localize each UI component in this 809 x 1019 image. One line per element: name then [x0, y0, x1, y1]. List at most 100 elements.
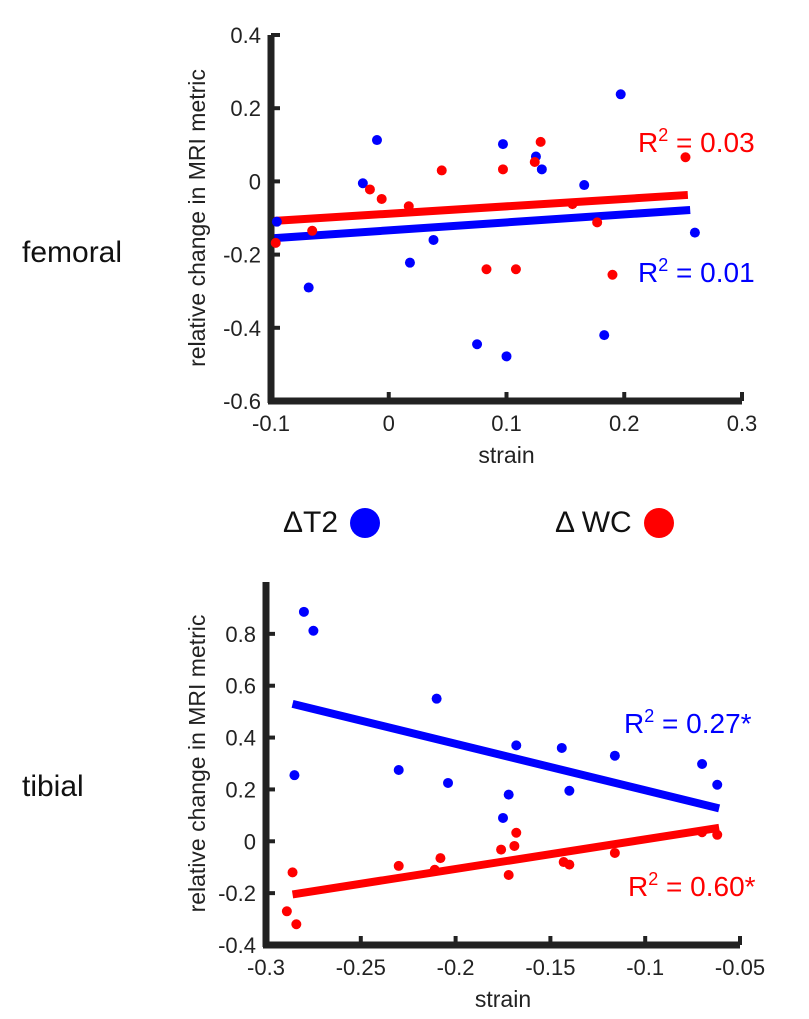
tibial-point-0 — [511, 740, 522, 751]
femoral-point-1 — [436, 165, 447, 176]
tibial-point-0 — [289, 770, 300, 781]
femoral-point-0 — [472, 339, 483, 350]
femoral-point-1 — [592, 217, 603, 228]
tibial-point-1 — [435, 853, 446, 864]
femoral-x-axis-label: strain — [478, 442, 534, 468]
femoral-point-1 — [403, 201, 414, 212]
femoral-point-0 — [615, 89, 626, 100]
tibial-point-0 — [609, 750, 620, 761]
femoral-point-1 — [567, 199, 578, 210]
tibial-y-tick-label: 0.8 — [225, 622, 256, 647]
femoral-point-1 — [529, 157, 540, 168]
femoral-point-0 — [501, 351, 512, 362]
femoral-y-tick-label: -0.2 — [223, 243, 261, 268]
tibial-y-tick-label: 0.4 — [225, 726, 256, 751]
tibial-point-1 — [509, 840, 520, 851]
tibial-point-0 — [503, 789, 514, 800]
femoral-point-0 — [271, 216, 282, 227]
femoral-point-1 — [481, 264, 492, 275]
femoral-y-tick-label: -0.6 — [223, 389, 261, 414]
tibial-point-0 — [298, 606, 309, 617]
tibial-point-0 — [443, 777, 454, 788]
tibial-x-tick-label: -0.1 — [626, 955, 664, 980]
tibial-fit-line-0 — [291, 699, 721, 813]
femoral-point-0 — [536, 164, 547, 175]
tibial-point-1 — [496, 844, 507, 855]
femoral-r2-annotation-1: R2 = 0.03 — [638, 125, 755, 158]
tibial-x-tick-label: -0.2 — [437, 955, 475, 980]
tibial-r2-annotation-1: R2 = 0.60* — [628, 869, 756, 902]
legend-t2-label: ΔT2 — [283, 506, 339, 539]
tibial-point-1 — [281, 906, 292, 917]
femoral-point-0 — [599, 330, 610, 341]
tibial-point-1 — [503, 869, 514, 880]
femoral-chart: -0.6 -0.4 -0.2 0 0.2 0.4 -0.1 0 0.1 0.2 0.3 strain r… — [184, 23, 757, 468]
tibial-y-axis-label: relative change in MRI metric — [184, 615, 210, 913]
legend-t2: ΔT2 — [283, 506, 381, 540]
femoral-y-axis-label: relative change in MRI metric — [184, 69, 210, 367]
femoral-point-0 — [428, 234, 439, 245]
tibial-point-1 — [511, 827, 522, 838]
femoral-y-tick-label: -0.4 — [223, 316, 261, 341]
tibial-x-tick-label: -0.15 — [525, 955, 575, 980]
femoral-point-1 — [535, 136, 546, 147]
tibial-point-1 — [564, 859, 575, 870]
tibial-x-tick-label: -0.05 — [715, 955, 765, 980]
tibial-y-tick-label: -0.4 — [218, 933, 256, 958]
legend-wc-marker — [643, 508, 674, 538]
legend-wc: Δ WC — [555, 506, 674, 540]
femoral-point-1 — [510, 264, 521, 275]
femoral-point-0 — [497, 139, 508, 150]
femoral-point-1 — [607, 269, 618, 280]
tibial-point-0 — [556, 742, 567, 753]
femoral-x-tick-label: 0.1 — [491, 411, 522, 436]
femoral-point-0 — [579, 180, 590, 191]
femoral-point-0 — [404, 257, 415, 268]
femoral-point-0 — [371, 135, 382, 146]
tibial-point-0 — [308, 625, 319, 636]
femoral-point-0 — [357, 178, 368, 189]
femoral-x-tick-label: 0.2 — [609, 411, 640, 436]
tibial-r2-annotation-0: R2 = 0.27* — [624, 706, 752, 739]
tibial-point-0 — [498, 812, 508, 823]
femoral-fit-line-1 — [274, 190, 689, 225]
tibial-point-0 — [564, 785, 575, 796]
tibial-y-tick-label: 0.2 — [225, 777, 256, 802]
legend-wc-label: Δ WC — [555, 506, 632, 539]
tibial-point-1 — [287, 867, 298, 878]
tibial-y-tick-label: 0.6 — [225, 674, 256, 699]
femoral-point-0 — [689, 227, 700, 238]
tibial-point-1 — [393, 860, 404, 871]
tibial-chart: -0.4 -0.2 0 0.2 0.4 0.6 0.8 -0.3 -0.25 -0.2 -0.15 -… — [184, 582, 765, 1012]
legend-t2-marker — [350, 508, 381, 538]
femoral-point-1 — [680, 152, 691, 163]
femoral-point-1 — [364, 184, 375, 195]
femoral-y-tick-label: 0.2 — [230, 96, 261, 121]
tibial-fit-line-1 — [291, 823, 720, 899]
femoral-y-tick-label: 0 — [249, 169, 261, 194]
tibial-point-1 — [291, 919, 302, 930]
femoral-point-1 — [307, 225, 318, 236]
tibial-point-0 — [697, 759, 708, 770]
tibial-point-1 — [712, 829, 723, 840]
femoral-label: femoral — [22, 236, 123, 269]
femoral-x-tick-label: 0 — [383, 411, 395, 436]
tibial-point-1 — [429, 864, 440, 875]
femoral-point-1 — [376, 193, 387, 204]
femoral-y-tick-label: 0.4 — [230, 23, 261, 48]
tibial-label: tibial — [22, 770, 84, 803]
femoral-point-0 — [303, 282, 314, 293]
tibial-x-axis-label: strain — [475, 986, 531, 1012]
tibial-point-1 — [697, 827, 708, 838]
femoral-point-1 — [270, 237, 281, 248]
femoral-x-tick-label: -0.1 — [252, 411, 290, 436]
femoral-fit-line-0 — [274, 205, 691, 243]
tibial-point-0 — [393, 764, 404, 775]
femoral-x-tick-label: 0.3 — [727, 411, 758, 436]
tibial-point-0 — [712, 779, 723, 790]
tibial-x-tick-label: -0.25 — [336, 955, 386, 980]
tibial-point-1 — [609, 847, 620, 858]
femoral-r2-annotation-0: R2 = 0.01 — [638, 255, 755, 288]
tibial-y-tick-label: 0 — [244, 829, 256, 854]
